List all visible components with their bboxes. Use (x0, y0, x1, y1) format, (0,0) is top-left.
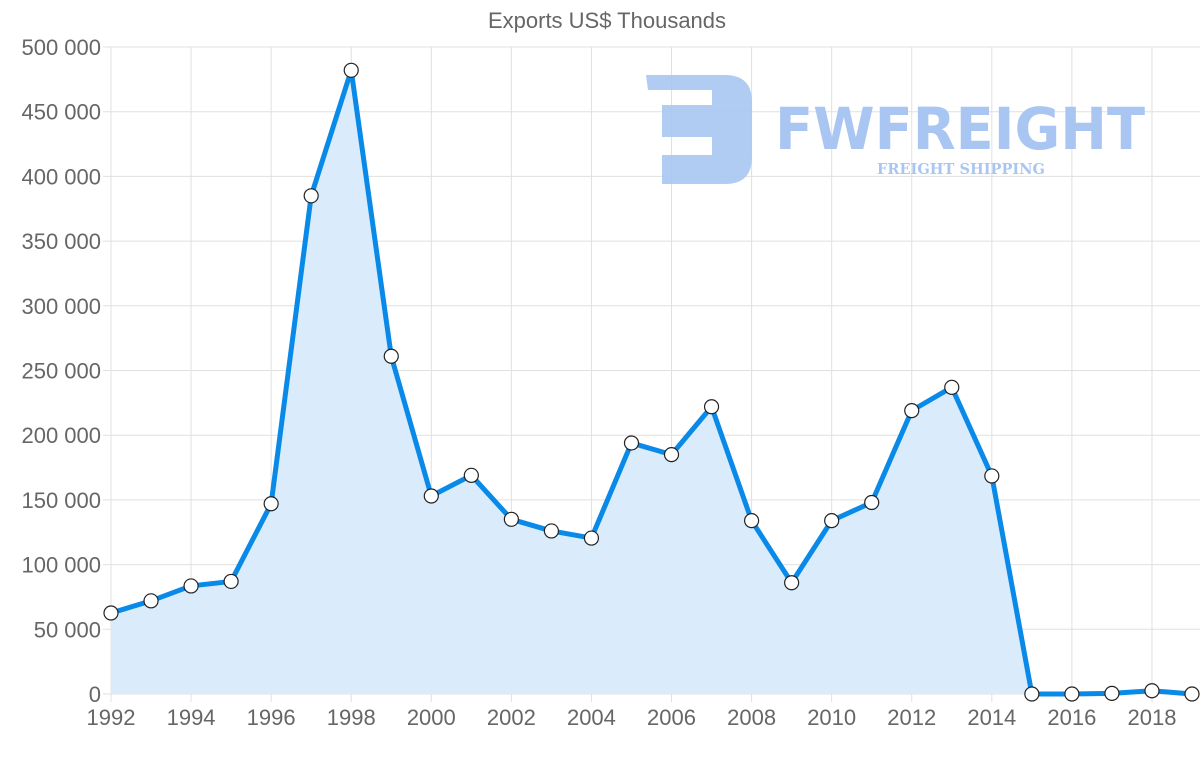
fw-logo-icon (646, 75, 752, 184)
y-tick-label: 350 000 (21, 229, 101, 254)
x-axis: 1992 1994 1996 1998 2000 2002 2004 2006 2008 2010… (87, 705, 1177, 730)
chart-title: Exports US$ Thousands (487, 8, 727, 33)
y-tick-label: 100 000 (21, 553, 101, 578)
watermark-tagline: FREIGHT SHIPPING (877, 160, 1045, 178)
x-tick-label: 2016 (1047, 705, 1096, 730)
data-point[interactable] (263, 496, 279, 512)
x-tick-label: 2012 (887, 705, 936, 730)
data-point[interactable] (784, 575, 800, 591)
data-point[interactable] (904, 403, 920, 419)
y-axis: 0 50 000 100 000 150 000 200 000 250 000 300 0… (21, 35, 101, 707)
data-point[interactable] (1024, 686, 1040, 702)
y-tick-label: 500 000 (21, 35, 101, 60)
x-tick-label: 2000 (407, 705, 456, 730)
y-tick-label: 400 000 (21, 164, 101, 189)
data-point[interactable] (623, 435, 640, 451)
data-point[interactable] (1144, 683, 1160, 699)
x-tick-label: 2004 (567, 705, 616, 730)
data-point[interactable] (583, 530, 600, 546)
data-point[interactable] (1104, 685, 1120, 701)
data-point[interactable] (423, 488, 439, 504)
data-point[interactable] (984, 468, 1000, 484)
y-tick-label: 450 000 (21, 100, 101, 125)
data-point[interactable] (183, 578, 199, 594)
data-point[interactable] (543, 523, 560, 539)
data-point[interactable] (743, 513, 760, 529)
data-point[interactable] (503, 511, 519, 527)
area-fill (111, 70, 1192, 695)
y-tick-label: 150 000 (21, 488, 101, 513)
data-point[interactable] (1064, 686, 1080, 702)
data-point[interactable] (343, 62, 359, 78)
data-point[interactable] (1184, 686, 1200, 702)
x-tick-label: 1994 (167, 705, 216, 730)
x-tick-label: 2006 (647, 705, 696, 730)
x-tick-label: 2002 (487, 705, 536, 730)
y-tick-label: 50 000 (34, 617, 101, 642)
data-point[interactable] (303, 188, 319, 204)
x-tick-label: 1992 (87, 705, 136, 730)
data-point[interactable] (944, 379, 960, 395)
data-point[interactable] (383, 348, 399, 364)
watermark-logo: FWFREIGHT FREIGHT SHIPPING (646, 75, 1145, 184)
data-point[interactable] (824, 513, 840, 529)
data-point[interactable] (103, 605, 119, 621)
x-tick-label: 2010 (807, 705, 856, 730)
data-point[interactable] (223, 573, 239, 590)
series-line (110, 67, 1193, 697)
x-tick-label: 1998 (327, 705, 376, 730)
watermark-brand: FWFREIGHT (775, 95, 1145, 163)
data-point[interactable] (864, 494, 880, 511)
x-tick-label: 2008 (727, 705, 776, 730)
data-point[interactable] (703, 399, 720, 415)
y-tick-label: 300 000 (21, 294, 101, 319)
y-tick-label: 0 (89, 682, 101, 707)
y-tick-label: 250 000 (21, 359, 101, 384)
data-point[interactable] (463, 467, 479, 483)
x-tick-label: 1996 (247, 705, 296, 730)
x-tick-label: 2014 (967, 705, 1016, 730)
data-point[interactable] (143, 593, 159, 609)
x-tick-label: 2018 (1127, 705, 1176, 730)
plot-area (103, 62, 1200, 702)
data-point[interactable] (663, 447, 680, 463)
y-tick-label: 200 000 (21, 423, 101, 448)
